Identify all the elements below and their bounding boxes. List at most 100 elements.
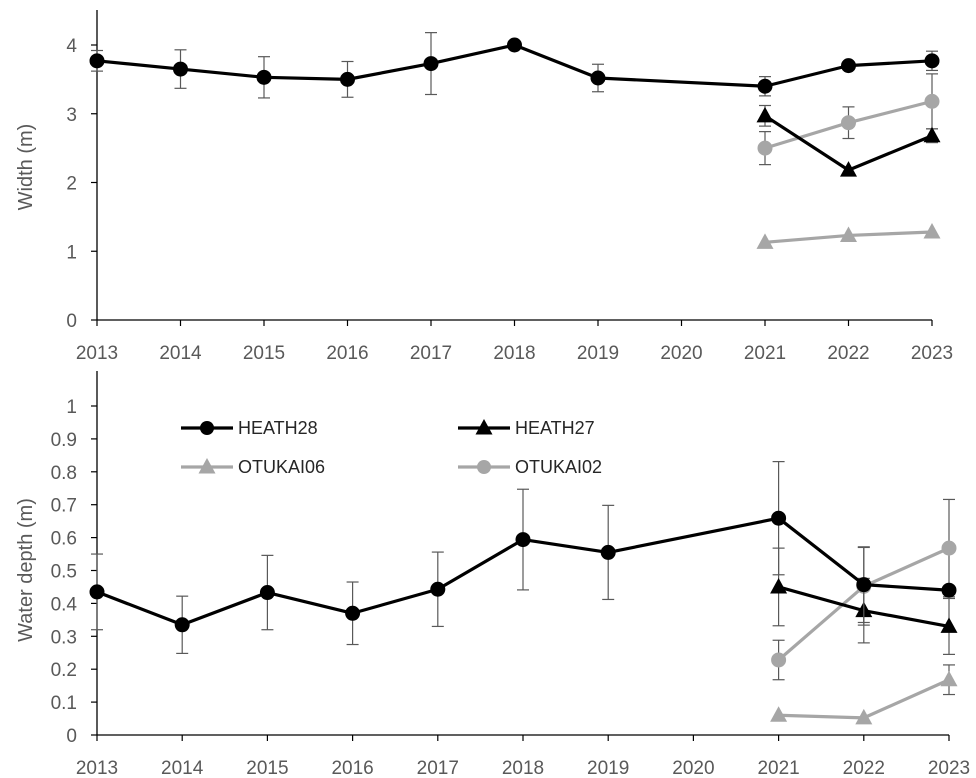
width-x-tick-label: 2017 — [410, 343, 452, 364]
depth-point-heath28 — [89, 584, 105, 600]
width-x-tick-label: 2013 — [76, 343, 118, 364]
width-series-otukai02 — [757, 73, 940, 166]
width-x-tick-label: 2023 — [911, 343, 953, 364]
depth-point-heath27 — [770, 577, 788, 594]
width-point-heath28 — [89, 53, 105, 69]
width-x-tick-label: 2018 — [493, 343, 535, 364]
depth-x-tick-label: 2013 — [76, 758, 118, 778]
depth-x-tick-label: 2021 — [757, 758, 799, 778]
depth-y-tick-label: 0.5 — [51, 562, 77, 583]
depth-x-tick-label: 2019 — [587, 758, 629, 778]
legend-item-otukai02: OTUKAI02 — [458, 457, 602, 477]
depth-y-tick-label: 0.9 — [51, 430, 77, 451]
depth-x-tick-label: 2018 — [502, 758, 544, 778]
depth-x-tick-label: 2014 — [161, 758, 204, 778]
depth-y-tick-label: 0.1 — [51, 693, 77, 714]
legend-swatch-marker — [198, 458, 216, 474]
depth-point-heath28 — [430, 581, 446, 597]
depth-y-tick-label: 0.7 — [51, 496, 77, 517]
depth-x-tick-label: 2017 — [417, 758, 459, 778]
width-y-tick-label: 1 — [66, 242, 77, 263]
depth-y-tick-label: 0 — [66, 726, 77, 747]
depth-point-otukai06 — [940, 670, 958, 687]
legend-label: HEATH28 — [238, 418, 318, 438]
width-point-heath28 — [340, 71, 355, 87]
legend-label: OTUKAI06 — [238, 457, 325, 477]
depth-point-heath28 — [771, 510, 787, 526]
width-point-heath28 — [757, 78, 773, 94]
width-y-tick-label: 4 — [66, 36, 77, 57]
depth-y-tick-label: 0.8 — [51, 463, 77, 484]
width-point-otukai06 — [756, 233, 774, 249]
depth-y-tick-label: 0.3 — [51, 627, 77, 648]
width-series-otukai06 — [756, 223, 941, 249]
width-y-axis-label: Width (m) — [15, 124, 37, 211]
depth-point-heath28 — [515, 532, 531, 548]
legend-item-heath28: HEATH28 — [181, 418, 318, 438]
width-point-heath28 — [256, 69, 272, 85]
legend: HEATH28 HEATH27 OTUKAI06 OTUKAI02 — [181, 418, 602, 477]
depth-point-heath28 — [856, 577, 872, 593]
depth-x-tick-label: 2022 — [843, 758, 885, 778]
width-point-heath27 — [923, 126, 941, 143]
depth-y-tick-label: 0.2 — [51, 660, 77, 681]
width-point-heath28 — [173, 61, 188, 77]
width-x-tick-label: 2014 — [159, 343, 202, 364]
width-x-tick-label: 2020 — [660, 343, 702, 364]
depth-point-heath27 — [940, 617, 958, 633]
legend-swatch-marker — [477, 460, 491, 474]
depth-point-heath28 — [600, 544, 616, 560]
legend-swatch-marker — [200, 421, 214, 435]
depth-point-heath28 — [345, 605, 361, 621]
width-y-tick-label: 2 — [66, 174, 77, 195]
depth-point-heath28 — [174, 617, 190, 633]
width-point-heath28 — [924, 53, 940, 69]
legend-label: OTUKAI02 — [515, 457, 602, 477]
width-point-otukai02 — [757, 140, 773, 156]
depth-y-axis-label: Water depth (m) — [15, 498, 37, 642]
depth-y-tick-label: 0.6 — [51, 529, 77, 550]
depth-x-tick-label: 2016 — [331, 758, 373, 778]
width-point-heath28 — [841, 58, 856, 74]
depth-x-tick-label: 2023 — [928, 758, 970, 778]
width-point-heath28 — [423, 56, 439, 72]
depth-series-otukai06 — [770, 664, 958, 725]
width-point-heath27 — [840, 161, 857, 177]
width-point-otukai02 — [841, 115, 856, 131]
depth-y-tick-label: 0.4 — [51, 594, 78, 615]
width-point-otukai06 — [923, 223, 941, 239]
width-series-heath28 — [89, 32, 940, 99]
legend-label: HEATH27 — [515, 418, 595, 438]
depth-point-otukai02 — [941, 540, 957, 556]
depth-line-heath28 — [96, 516, 950, 627]
width-chart: Width (m) 0 1 2 3 4 2013 2014 2015 2016 2017 2018 2… — [15, 10, 953, 364]
width-point-otukai06 — [840, 226, 857, 242]
width-line-heath28 — [96, 43, 933, 88]
width-x-tick-label: 2019 — [577, 343, 619, 364]
depth-point-heath28 — [941, 582, 957, 598]
width-x-tick-label: 2015 — [243, 343, 285, 364]
width-y-tick-label: 3 — [66, 105, 77, 126]
width-x-tick-label: 2016 — [326, 343, 368, 364]
depth-x-tick-label: 2020 — [672, 758, 714, 778]
depth-y-tick-label: 1 — [66, 397, 77, 418]
legend-item-heath27: HEATH27 — [458, 418, 595, 438]
legend-swatch-marker — [475, 419, 493, 435]
width-point-heath28 — [590, 70, 606, 86]
depth-series-heath28 — [89, 461, 957, 655]
width-point-heath28 — [507, 37, 522, 53]
legend-item-otukai06: OTUKAI06 — [181, 457, 325, 477]
width-x-tick-label: 2022 — [827, 343, 869, 364]
width-x-tick-label: 2021 — [744, 343, 786, 364]
depth-point-otukai06 — [855, 708, 873, 725]
width-point-otukai02 — [924, 93, 940, 109]
depth-point-otukai02 — [771, 652, 787, 668]
depth-chart: Water depth (m) 0 0.1 0.2 0.3 0.4 0.5 0.6 0.7 0.… — [15, 371, 970, 778]
width-y-tick-label: 0 — [66, 311, 77, 332]
width-point-heath27 — [756, 106, 774, 123]
width-series-heath27 — [756, 104, 941, 177]
depth-point-heath28 — [259, 585, 275, 601]
depth-point-otukai06 — [770, 706, 788, 722]
depth-x-tick-label: 2015 — [246, 758, 288, 778]
